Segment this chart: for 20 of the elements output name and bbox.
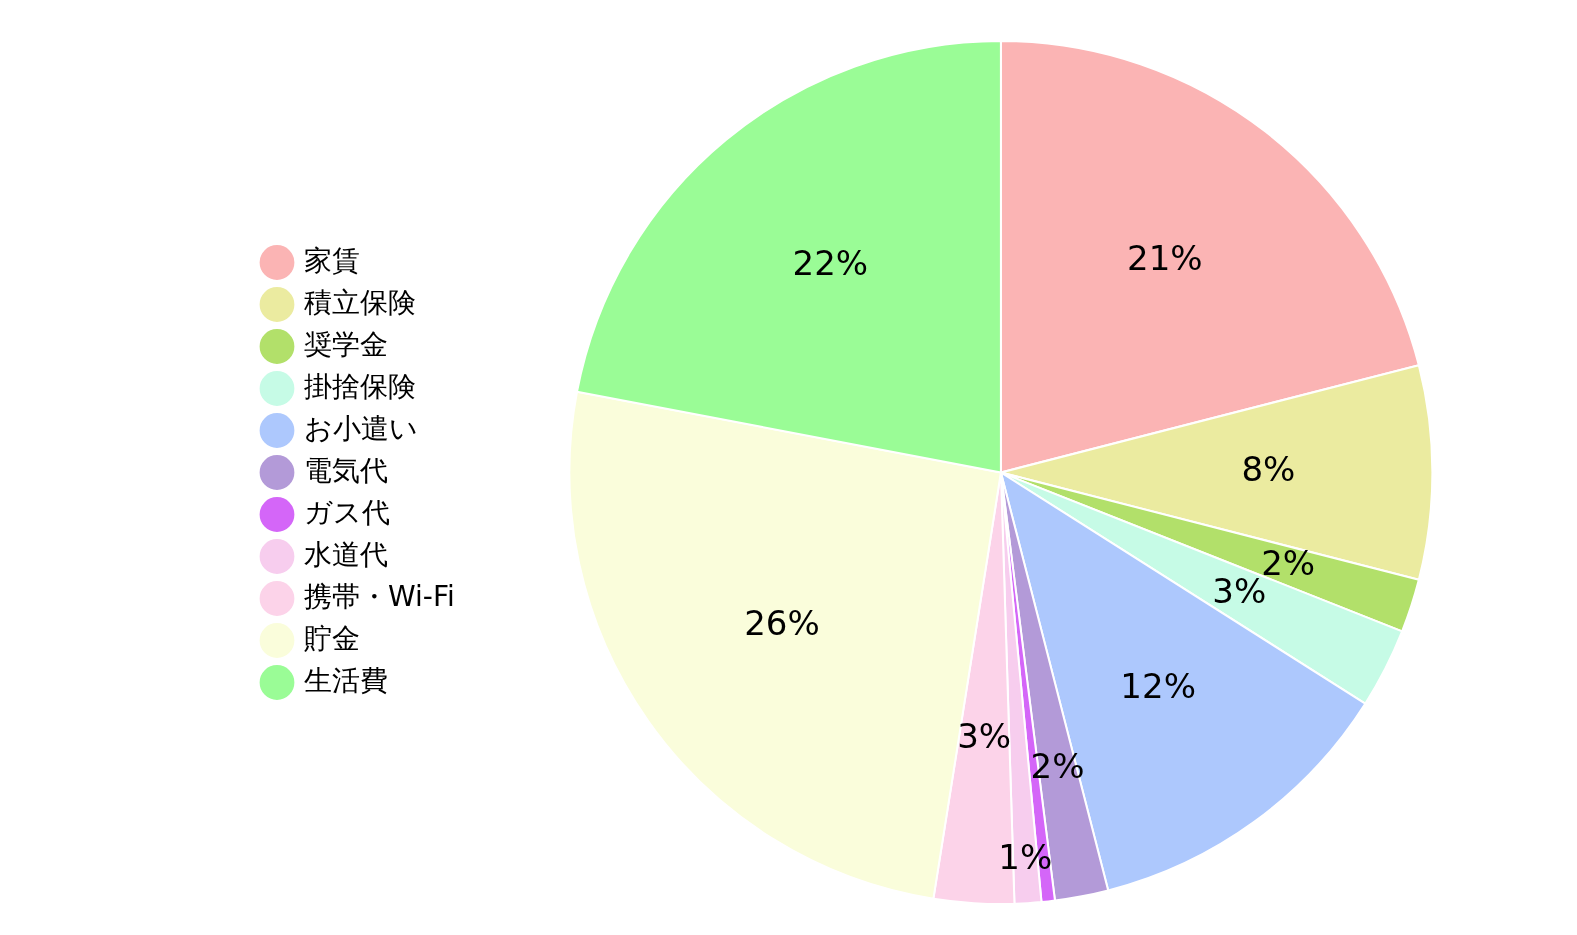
legend-label: 水道代 <box>304 537 388 571</box>
data-label: 12% <box>1120 665 1196 706</box>
legend-label: 携帯・Wi-Fi <box>304 579 455 613</box>
data-label: 3% <box>957 716 1012 757</box>
legend-label: 貯金 <box>304 621 360 655</box>
legend-label: ガス代 <box>304 495 390 529</box>
data-label: 21% <box>1127 237 1203 278</box>
legend-label: 掛捨保険 <box>304 369 416 403</box>
legend-label: 奨学金 <box>304 327 388 361</box>
legend-label: 生活費 <box>304 663 388 697</box>
legend-label: 電気代 <box>304 453 388 487</box>
legend-label: 家賃 <box>304 243 360 277</box>
data-label: 1% <box>998 836 1053 877</box>
data-label: 26% <box>744 603 820 644</box>
legend-label: 積立保険 <box>304 285 416 319</box>
data-label: 8% <box>1241 449 1296 490</box>
data-label: 2% <box>1030 746 1085 787</box>
data-label: 2% <box>1261 542 1316 583</box>
legend-label: お小遣い <box>304 411 418 445</box>
data-label: 22% <box>792 243 869 284</box>
